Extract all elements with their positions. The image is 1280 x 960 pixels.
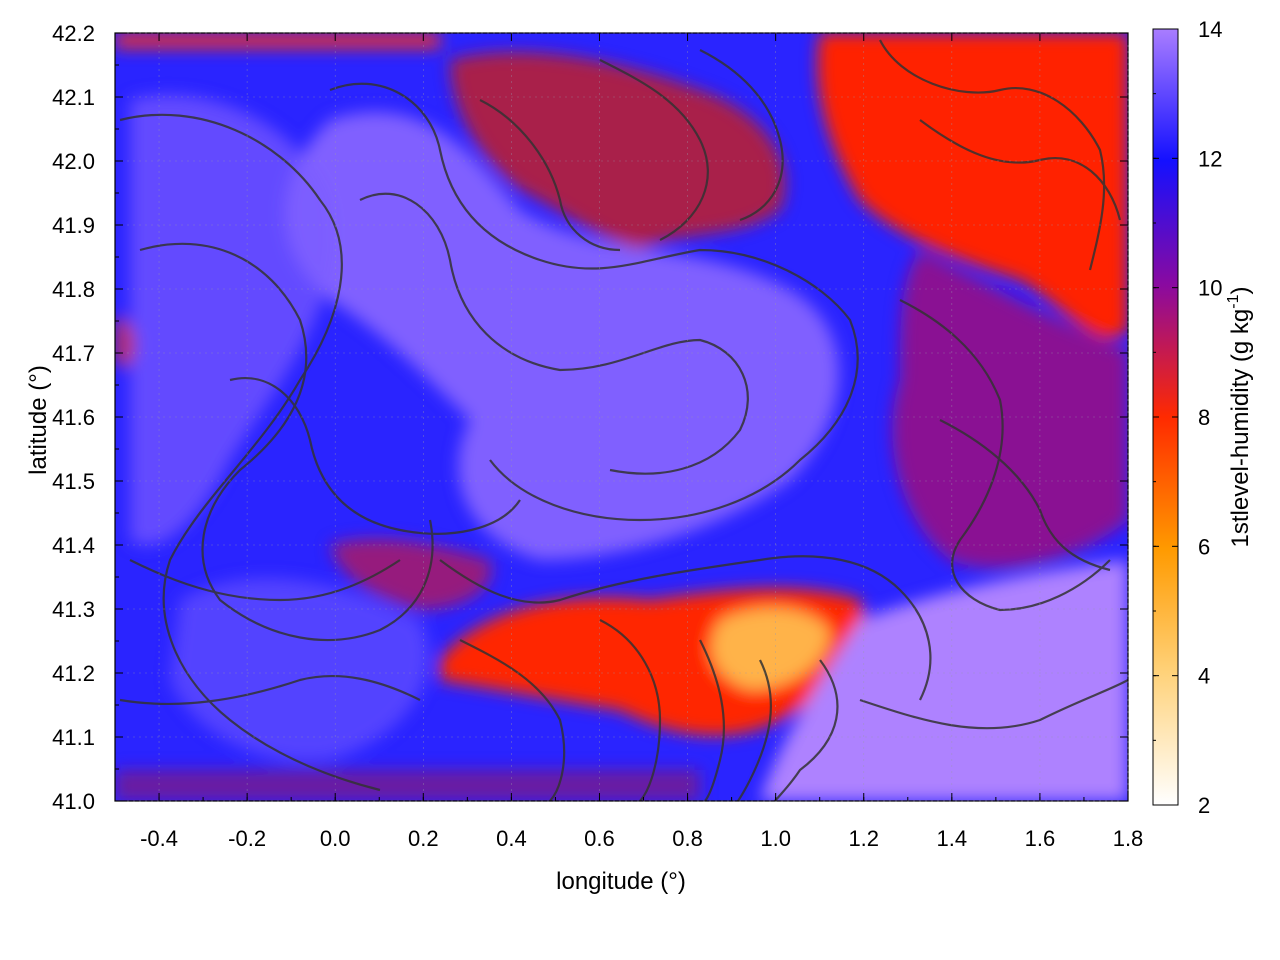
colorbar-label-main: 1stlevel-humidity (g kg <box>1227 309 1254 548</box>
region-northeast-dry <box>817 33 1128 339</box>
x-tick-label: 1.2 <box>848 826 879 851</box>
colorbar-tick-label: 12 <box>1198 146 1222 171</box>
region-west-edge-dry <box>115 315 135 368</box>
y-tick-label: 41.7 <box>52 341 95 366</box>
contour-lines <box>119 39 1128 801</box>
colorbar-label-end: ) <box>1227 287 1254 295</box>
colorbar-tick-label: 14 <box>1198 17 1222 42</box>
x-tick-label: 0.4 <box>496 826 527 851</box>
x-tick-label: 1.0 <box>760 826 791 851</box>
y-tick-label: 42.2 <box>52 21 95 46</box>
region-southeast-sea <box>760 560 1128 801</box>
colorbar-label: 1stlevel-humidity (g kg-1) <box>1225 287 1254 548</box>
region-west-dry-band <box>330 538 492 610</box>
colorbar-tick-label: 6 <box>1198 534 1210 559</box>
colorbar-tick-label: 10 <box>1198 276 1222 301</box>
y-axis-ticks: 41.0 41.1 41.2 41.3 41.4 41.5 41.6 41.7 41.8 41.9… <box>52 21 1128 814</box>
x-tick-label: -0.2 <box>228 826 266 851</box>
region-central-basin <box>284 112 839 560</box>
y-tick-label: 41.3 <box>52 597 95 622</box>
y-tick-label: 41.9 <box>52 213 95 238</box>
y-tick-label: 42.0 <box>52 149 95 174</box>
y-tick-label: 41.4 <box>52 533 95 558</box>
colorbar-tick-label: 2 <box>1198 793 1210 818</box>
x-tick-label: 0.8 <box>672 826 703 851</box>
x-tick-label: -0.4 <box>140 826 178 851</box>
heatmap-field <box>115 33 1128 801</box>
x-axis-label: longitude (°) <box>556 868 686 895</box>
y-tick-label: 41.8 <box>52 277 95 302</box>
x-tick-label: 1.6 <box>1025 826 1056 851</box>
x-tick-label: 1.4 <box>937 826 968 851</box>
colorbar-tick-label: 4 <box>1198 664 1210 689</box>
colorbar-ticks: 2 4 6 8 10 12 14 <box>1153 17 1222 818</box>
x-tick-label: 0.2 <box>408 826 439 851</box>
y-tick-label: 41.1 <box>52 725 95 750</box>
x-tick-label: 0.0 <box>320 826 351 851</box>
y-axis-label: latitude (°) <box>25 365 52 475</box>
y-tick-label: 41.6 <box>52 405 95 430</box>
y-tick-label: 41.2 <box>52 661 95 686</box>
y-tick-label: 42.1 <box>52 85 95 110</box>
y-tick-label: 41.0 <box>52 789 95 814</box>
region-southwest-moist <box>170 578 429 762</box>
colorbar-label-superscript: -1 <box>1225 294 1242 308</box>
region-northeast-transition <box>892 250 1128 568</box>
colorbar-tick-label: 8 <box>1198 405 1210 430</box>
y-tick-label: 41.5 <box>52 469 95 494</box>
region-west-moist <box>130 94 334 546</box>
x-tick-label: 0.6 <box>584 826 615 851</box>
region-south-dry-core <box>711 607 830 690</box>
region-top-edge-dry <box>115 33 440 48</box>
x-tick-label: 1.8 <box>1113 826 1144 851</box>
region-bottom-edge-dry <box>115 770 700 801</box>
